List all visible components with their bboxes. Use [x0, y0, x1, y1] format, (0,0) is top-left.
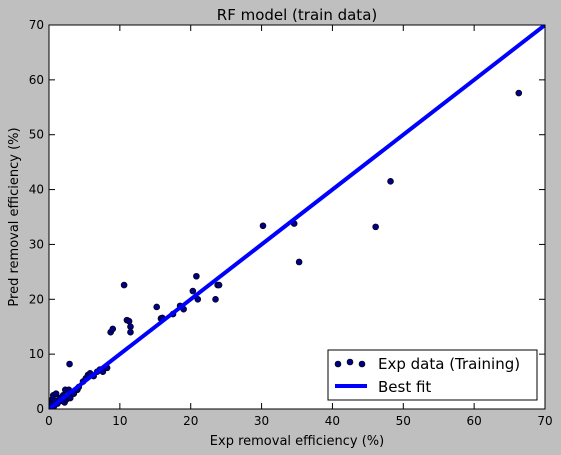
- data-point: [215, 281, 223, 289]
- data-point: [387, 178, 394, 185]
- x-tick-label: 10: [112, 414, 127, 428]
- data-point: [295, 258, 303, 266]
- plot-frame: [48, 24, 546, 410]
- data-point: [259, 222, 267, 230]
- data-point: [66, 360, 73, 368]
- x-tick-label: 0: [45, 414, 53, 428]
- x-tick-label: 70: [537, 414, 552, 428]
- x-tick-label: 20: [183, 414, 198, 428]
- data-point: [515, 89, 523, 97]
- data-point: [120, 281, 128, 289]
- y-tick-label: 50: [29, 128, 44, 142]
- legend-label-scatter: Exp data (Training): [378, 355, 520, 373]
- data-point: [127, 323, 134, 331]
- y-tick-label: 30: [29, 237, 44, 251]
- y-tick-label: 0: [36, 402, 44, 416]
- x-tick-label: 60: [467, 414, 482, 428]
- data-point: [125, 317, 133, 325]
- data-point: [153, 303, 161, 311]
- data-point: [127, 328, 134, 336]
- data-point: [109, 325, 117, 333]
- data-point: [372, 223, 379, 231]
- y-tick-label: 20: [29, 292, 44, 306]
- y-axis-label: Pred removal efficiency (%): [7, 127, 22, 306]
- data-point: [52, 390, 60, 397]
- y-tick-label: 70: [29, 18, 44, 32]
- legend: Exp data (Training) Best fit: [327, 349, 538, 401]
- y-tick-label: 40: [29, 183, 44, 197]
- y-tick-label: 10: [29, 347, 44, 361]
- chart-title: RF model (train data): [217, 6, 377, 24]
- data-point: [212, 295, 219, 303]
- best-fit-line: [49, 25, 545, 409]
- x-tick-label: 40: [325, 414, 340, 428]
- legend-box: [327, 349, 538, 401]
- legend-marker-dot: [358, 360, 366, 368]
- x-tick-label: 30: [254, 414, 269, 428]
- legend-marker-dot: [346, 358, 354, 366]
- data-point: [193, 272, 200, 280]
- x-tick-label: 50: [396, 414, 411, 428]
- data-point: [189, 287, 197, 295]
- legend-marker-dot: [334, 360, 342, 368]
- legend-label-best-fit: Best fit: [378, 378, 431, 396]
- y-tick-label: 60: [29, 73, 44, 87]
- x-axis-label: Exp removal efficiency (%): [210, 434, 384, 449]
